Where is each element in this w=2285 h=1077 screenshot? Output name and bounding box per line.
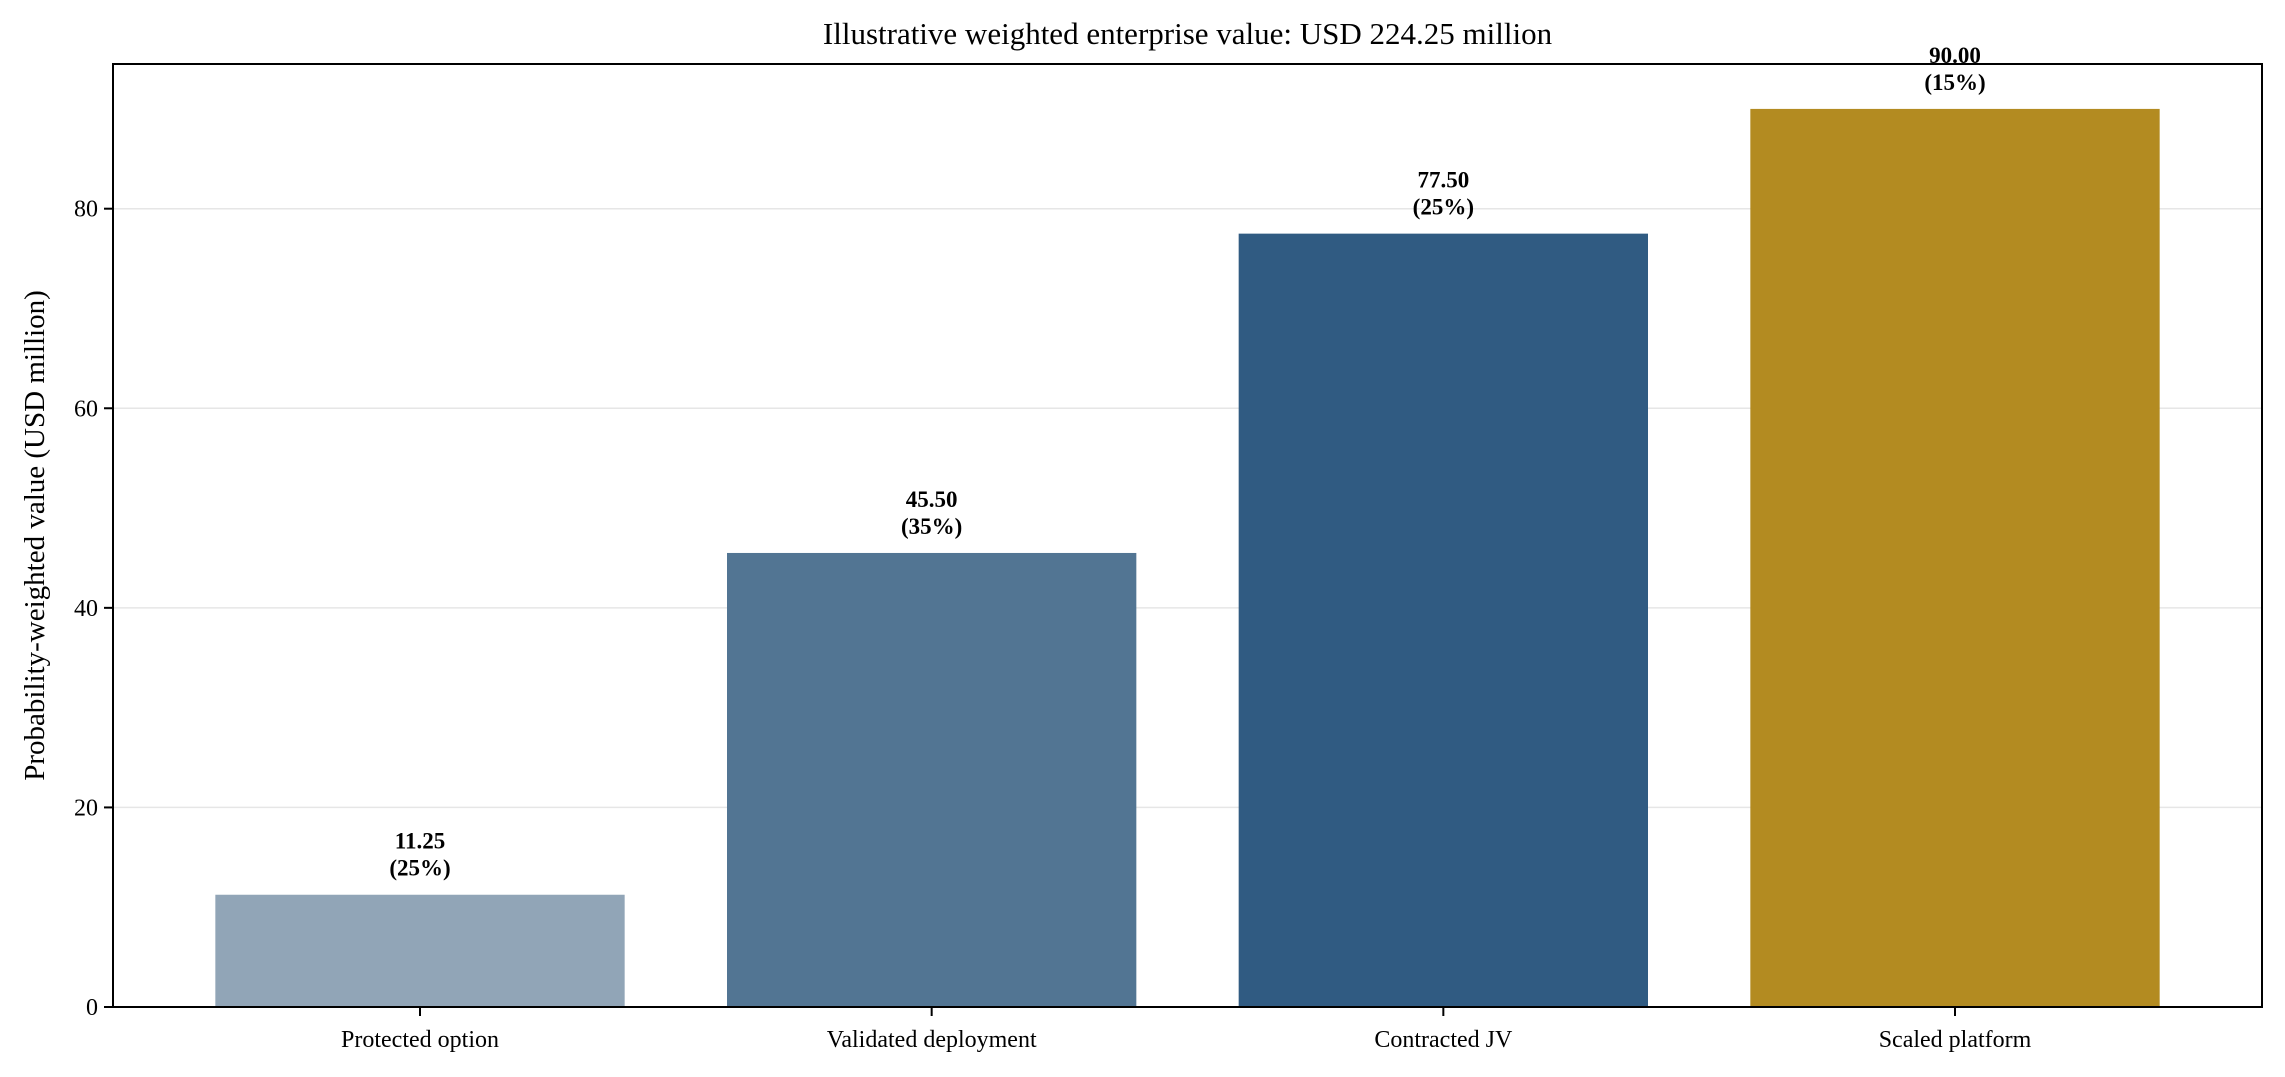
bar [215,894,625,1007]
x-tick-label: Contracted JV [1374,1027,1513,1053]
x-tick-label: Protected option [341,1027,499,1053]
bar-value-label: 11.25 [395,829,445,854]
bar-probability-label: (25%) [1413,195,1474,220]
chart-title: Illustrative weighted enterprise value: … [823,16,1553,51]
bar [1750,108,2160,1007]
bar [727,552,1137,1007]
y-tick-label: 60 [74,396,98,422]
x-tick-label: Validated deployment [827,1027,1037,1053]
x-axis-ticks: Protected option Validated deployment Cont… [341,1007,2032,1053]
y-tick-label: 40 [74,596,98,622]
bar [1238,233,1648,1008]
bar-probability-label: (25%) [389,856,450,881]
bar-probability-label: (35%) [901,514,962,539]
bar-value-label: 77.50 [1417,168,1469,193]
axes [112,63,2263,1008]
x-tick-label: Scaled platform [1879,1027,2032,1053]
y-axis-label: Probability-weighted value (USD million) [19,290,51,781]
y-axis-ticks: 0 20 40 60 80 [74,197,113,1021]
y-tick-label: 80 [74,197,98,223]
bar-value-labels: 11.25(25%)45.50(35%)77.50(25%)90.00(15%) [389,43,1985,881]
y-tick-label: 0 [86,995,98,1021]
bars [215,108,2160,1008]
bar-probability-label: (15%) [1924,70,1985,95]
plot-frame [112,63,2263,1008]
bar-value-label: 45.50 [906,487,958,512]
y-tick-label: 20 [74,795,98,821]
